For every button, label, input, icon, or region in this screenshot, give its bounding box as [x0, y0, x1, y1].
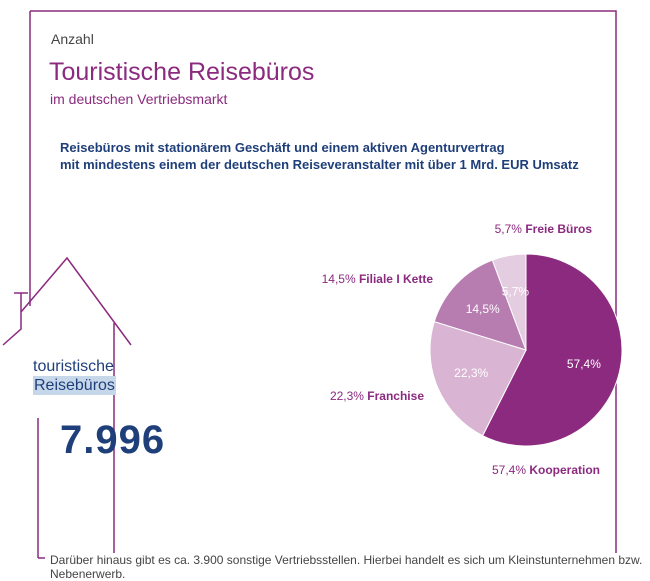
pie-slice-value-label: 5,7% [502, 284, 530, 298]
pie-slice-franchise [429, 320, 527, 437]
page-title: Touristische Reisebüros [49, 58, 315, 86]
pie-category-label: 5,7% Freie Büros [495, 222, 593, 236]
house-outline [2, 256, 132, 558]
description-line-2: mit mindestens einem der deutschen Reise… [60, 157, 579, 172]
pie-slice-value-label: 22,3% [454, 366, 488, 380]
house-label: touristische Reisebüros [33, 357, 116, 395]
house-label-line-2: Reisebüros [33, 376, 116, 395]
footnote: Darüber hinaus gibt es ca. 3.900 sonstig… [47, 553, 650, 581]
pie-category-label: 57,4% Kooperation [492, 463, 600, 477]
page-subtitle: im deutschen Vertriebsmarkt [50, 91, 228, 107]
pie-slice-filiale-i-kette [433, 259, 527, 351]
pie-slice-freie-b-ros [491, 253, 527, 351]
chart-description: Reisebüros mit stationärem Geschäft und … [60, 139, 579, 173]
pie-outer-labels: 57,4% Kooperation 22,3% Franchise 14,5% Fi… [322, 222, 600, 477]
total-count: 7.996 [60, 418, 166, 462]
pie-slice-kooperation [481, 253, 623, 447]
pie-category-label: 14,5% Filiale I Kette [322, 272, 434, 286]
pie-inner-labels: 57,4% 22,3% 14,5%5,7% [454, 284, 601, 380]
pie-slice-value-label: 57,4% [567, 357, 601, 371]
description-line-1: Reisebüros mit stationärem Geschäft und … [60, 140, 505, 155]
house-label-line-1: touristische [33, 358, 114, 375]
pie-slice-value-label: 14,5% [466, 302, 500, 316]
pie-category-label: 22,3% Franchise [330, 389, 424, 403]
pie-slices [429, 253, 623, 447]
kicker-label: Anzahl [51, 31, 94, 47]
